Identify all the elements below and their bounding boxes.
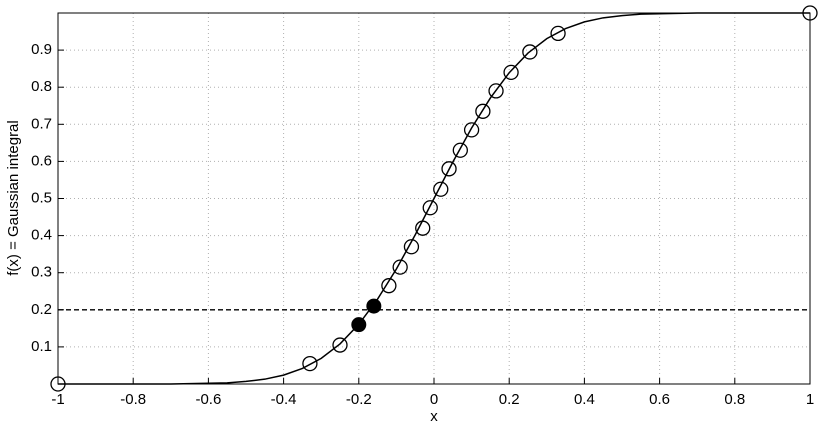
open-marker <box>422 200 438 216</box>
filled-marker <box>366 298 382 314</box>
y-tick-label: 0.5 <box>31 189 52 206</box>
open-marker <box>475 103 491 119</box>
curve <box>58 12 810 385</box>
y-axis-label: f(x) = Gaussian integral <box>5 120 22 276</box>
x-tick-label: -1 <box>51 391 64 408</box>
plot-frame <box>57 12 811 385</box>
y-tick-label: 0.2 <box>31 301 52 318</box>
open-marker <box>522 44 538 60</box>
open-marker <box>441 161 457 177</box>
open-marker <box>802 5 818 21</box>
filled-marker <box>351 317 367 333</box>
open-marker <box>50 376 66 392</box>
y-tick-label: 0.7 <box>31 115 52 132</box>
open-marker <box>550 25 566 42</box>
x-tick-label: -0.2 <box>346 391 372 408</box>
open-marker <box>392 259 408 275</box>
open-marker <box>415 220 431 236</box>
open-marker <box>403 239 420 255</box>
x-tick-label: 0.4 <box>574 391 595 408</box>
open-marker <box>332 337 348 353</box>
x-tick-label: -0.8 <box>120 391 146 408</box>
y-tick-label: 0.9 <box>31 41 52 58</box>
open-marker <box>302 355 318 372</box>
open-marker <box>433 181 449 197</box>
open-marker <box>452 142 468 158</box>
x-tick-label: 1 <box>806 391 814 408</box>
x-tick-label: 0.8 <box>724 391 745 408</box>
y-tick-label: 0.4 <box>31 227 52 244</box>
open-marker <box>503 64 519 81</box>
x-tick-label: 0 <box>430 391 438 408</box>
x-tick-label: 0.2 <box>499 391 520 408</box>
open-marker <box>381 278 397 294</box>
x-axis-label: x <box>430 408 438 425</box>
x-tick-label: 0.6 <box>649 391 670 408</box>
y-tick-label: 0.6 <box>31 152 52 169</box>
x-tick-label: -0.4 <box>271 391 297 408</box>
open-marker <box>488 83 504 99</box>
open-marker <box>463 122 480 138</box>
x-tick-label: -0.6 <box>195 391 221 408</box>
y-tick-label: 0.1 <box>31 338 52 355</box>
y-tick-label: 0.3 <box>31 264 52 281</box>
y-tick-label: 0.8 <box>31 78 52 95</box>
